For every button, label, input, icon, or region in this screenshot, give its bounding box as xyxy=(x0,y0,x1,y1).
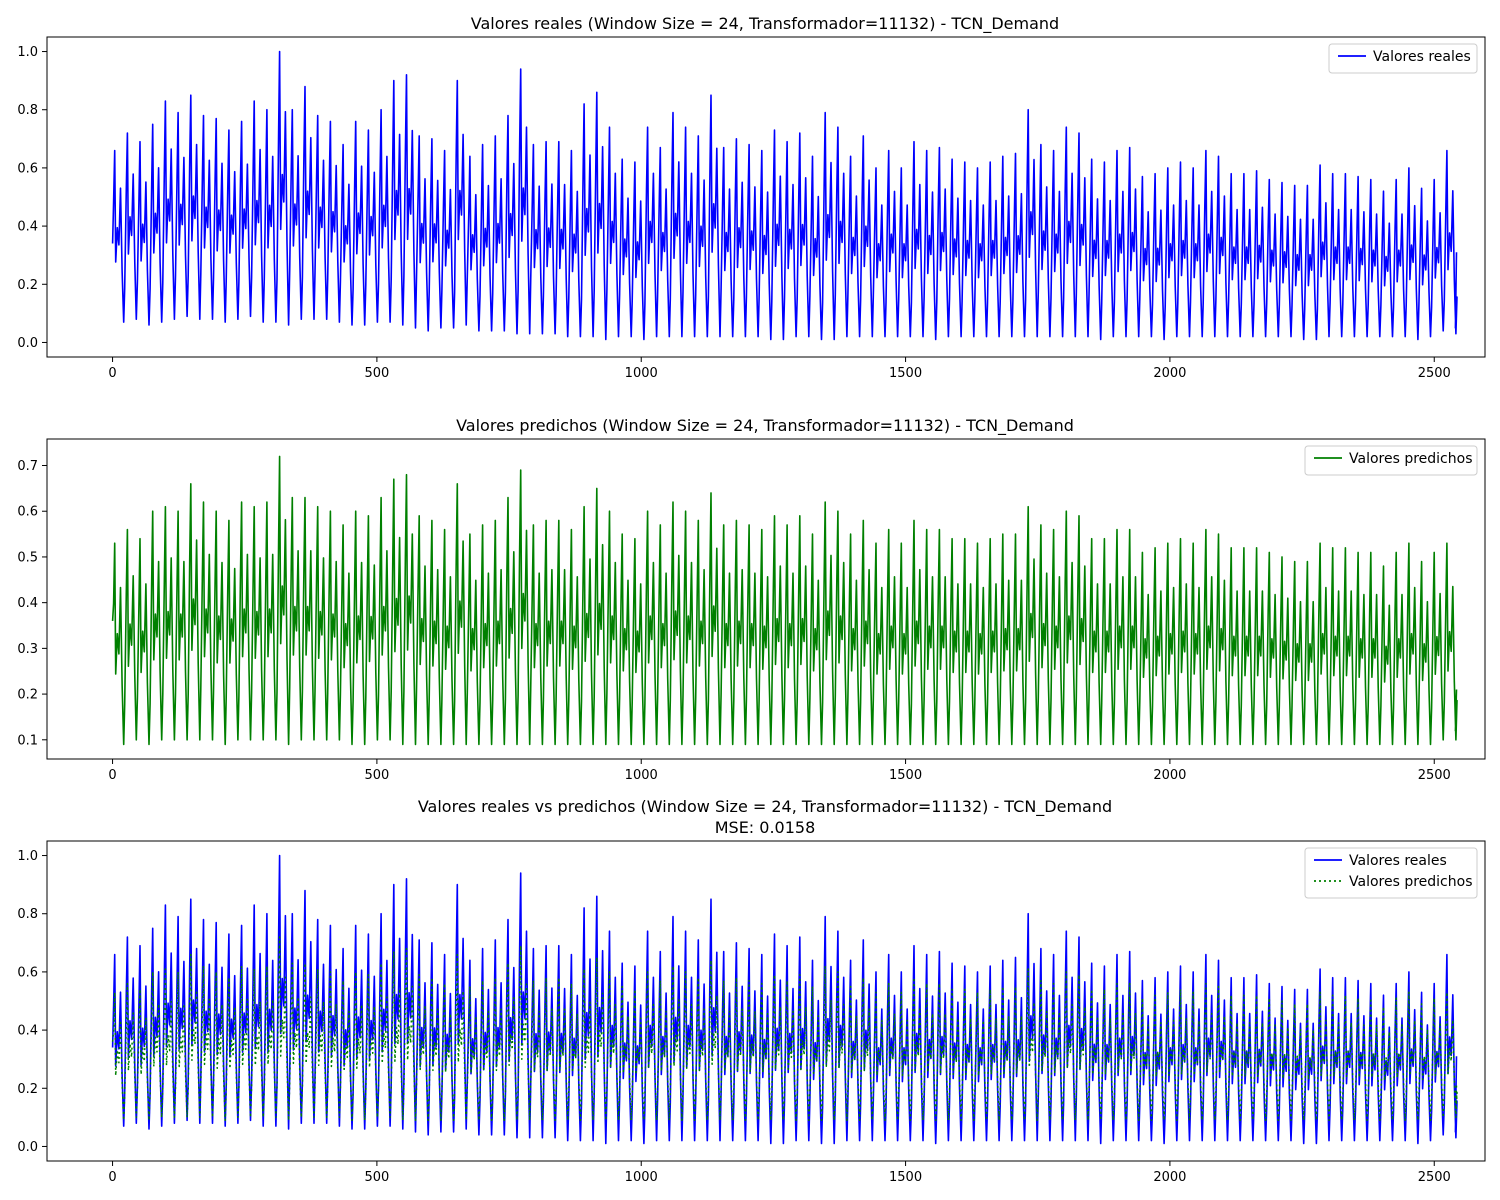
x-tick-label: 2500 xyxy=(1418,768,1451,783)
chart-panel-comparison: Valores reales vs predichos (Window Size… xyxy=(17,797,1486,1185)
y-tick-label: 0.2 xyxy=(17,278,38,293)
x-tick-label: 1000 xyxy=(625,768,658,783)
legend-label: Valores predichos xyxy=(1349,451,1472,467)
y-tick-label: 0.6 xyxy=(17,965,38,980)
x-tick-label: 2000 xyxy=(1153,366,1186,381)
y-tick-label: 0.4 xyxy=(17,220,38,235)
legend: Valores reales Valores predichos xyxy=(1304,847,1478,899)
x-tick-label: 2000 xyxy=(1153,1170,1186,1185)
legend-frame xyxy=(1304,445,1478,476)
series-line xyxy=(111,455,1458,746)
y-tick-label: 0.2 xyxy=(17,688,38,703)
x-tick-label: 0 xyxy=(108,768,116,783)
y-tick-label: 0.5 xyxy=(17,550,38,565)
legend: Valores reales xyxy=(1328,43,1478,74)
series-line xyxy=(111,854,1458,1145)
axes-frame xyxy=(46,36,1486,358)
x-tick-label: 500 xyxy=(364,366,389,381)
legend-label: Valores predichos xyxy=(1349,874,1472,890)
axes-frame xyxy=(46,438,1486,760)
x-tick-label: 1500 xyxy=(889,768,922,783)
y-tick-label: 0.4 xyxy=(17,1024,38,1039)
plot-area: 0 500 1000 1500 2000 2500 0.0 0.2 0.4 0.6 0.8 1.0 xyxy=(17,840,1486,1185)
x-tick-label: 500 xyxy=(364,768,389,783)
axes-frame xyxy=(46,840,1486,1162)
plot-area: 0 500 1000 1500 2000 2500 0.0 0.2 0.4 0.6 0.8 1.0 xyxy=(17,36,1486,381)
y-tick-label: 0.3 xyxy=(17,642,38,657)
x-tick-label: 1000 xyxy=(625,1170,658,1185)
chart-title: Valores reales (Window Size = 24, Transf… xyxy=(471,14,1059,34)
chart-subtitle: MSE: 0.0158 xyxy=(715,818,816,837)
y-tick-label: 0.7 xyxy=(17,459,38,474)
y-tick-label: 0.0 xyxy=(17,1140,38,1155)
x-tick-label: 2500 xyxy=(1418,1170,1451,1185)
x-tick-label: 2500 xyxy=(1418,366,1451,381)
y-tick-label: 0.2 xyxy=(17,1082,38,1097)
y-tick-label: 0.8 xyxy=(17,907,38,922)
x-tick-label: 0 xyxy=(108,1170,116,1185)
y-tick-label: 0.4 xyxy=(17,596,38,611)
legend-frame xyxy=(1328,43,1478,74)
y-tick-label: 0.8 xyxy=(17,103,38,118)
x-tick-label: 0 xyxy=(108,366,116,381)
y-tick-label: 0.1 xyxy=(17,733,38,748)
legend-label: Valores reales xyxy=(1349,853,1447,869)
series-line xyxy=(111,50,1458,341)
y-tick-label: 1.0 xyxy=(17,45,38,60)
y-tick-label: 1.0 xyxy=(17,849,38,864)
legend: Valores predichos xyxy=(1304,445,1478,476)
chart-title: Valores reales vs predichos (Window Size… xyxy=(418,797,1112,817)
x-tick-label: 1500 xyxy=(889,1170,922,1185)
chart-panel-predichos: Valores predichos (Window Size = 24, Tra… xyxy=(17,416,1486,783)
plot-area: 0 500 1000 1500 2000 2500 0.1 0.2 0.3 0.4 0.5 0.6 0.… xyxy=(17,438,1486,783)
y-tick-label: 0.6 xyxy=(17,161,38,176)
y-tick-label: 0.0 xyxy=(17,336,38,351)
x-tick-label: 2000 xyxy=(1153,768,1186,783)
series-line xyxy=(111,936,1458,1122)
chart-panel-reales: Valores reales (Window Size = 24, Transf… xyxy=(17,14,1486,381)
x-tick-label: 1500 xyxy=(889,366,922,381)
chart-title: Valores predichos (Window Size = 24, Tra… xyxy=(456,416,1074,436)
legend-frame xyxy=(1304,847,1478,899)
legend-label: Valores reales xyxy=(1373,49,1471,65)
x-tick-label: 1000 xyxy=(625,366,658,381)
x-tick-label: 500 xyxy=(364,1170,389,1185)
y-tick-label: 0.6 xyxy=(17,505,38,520)
